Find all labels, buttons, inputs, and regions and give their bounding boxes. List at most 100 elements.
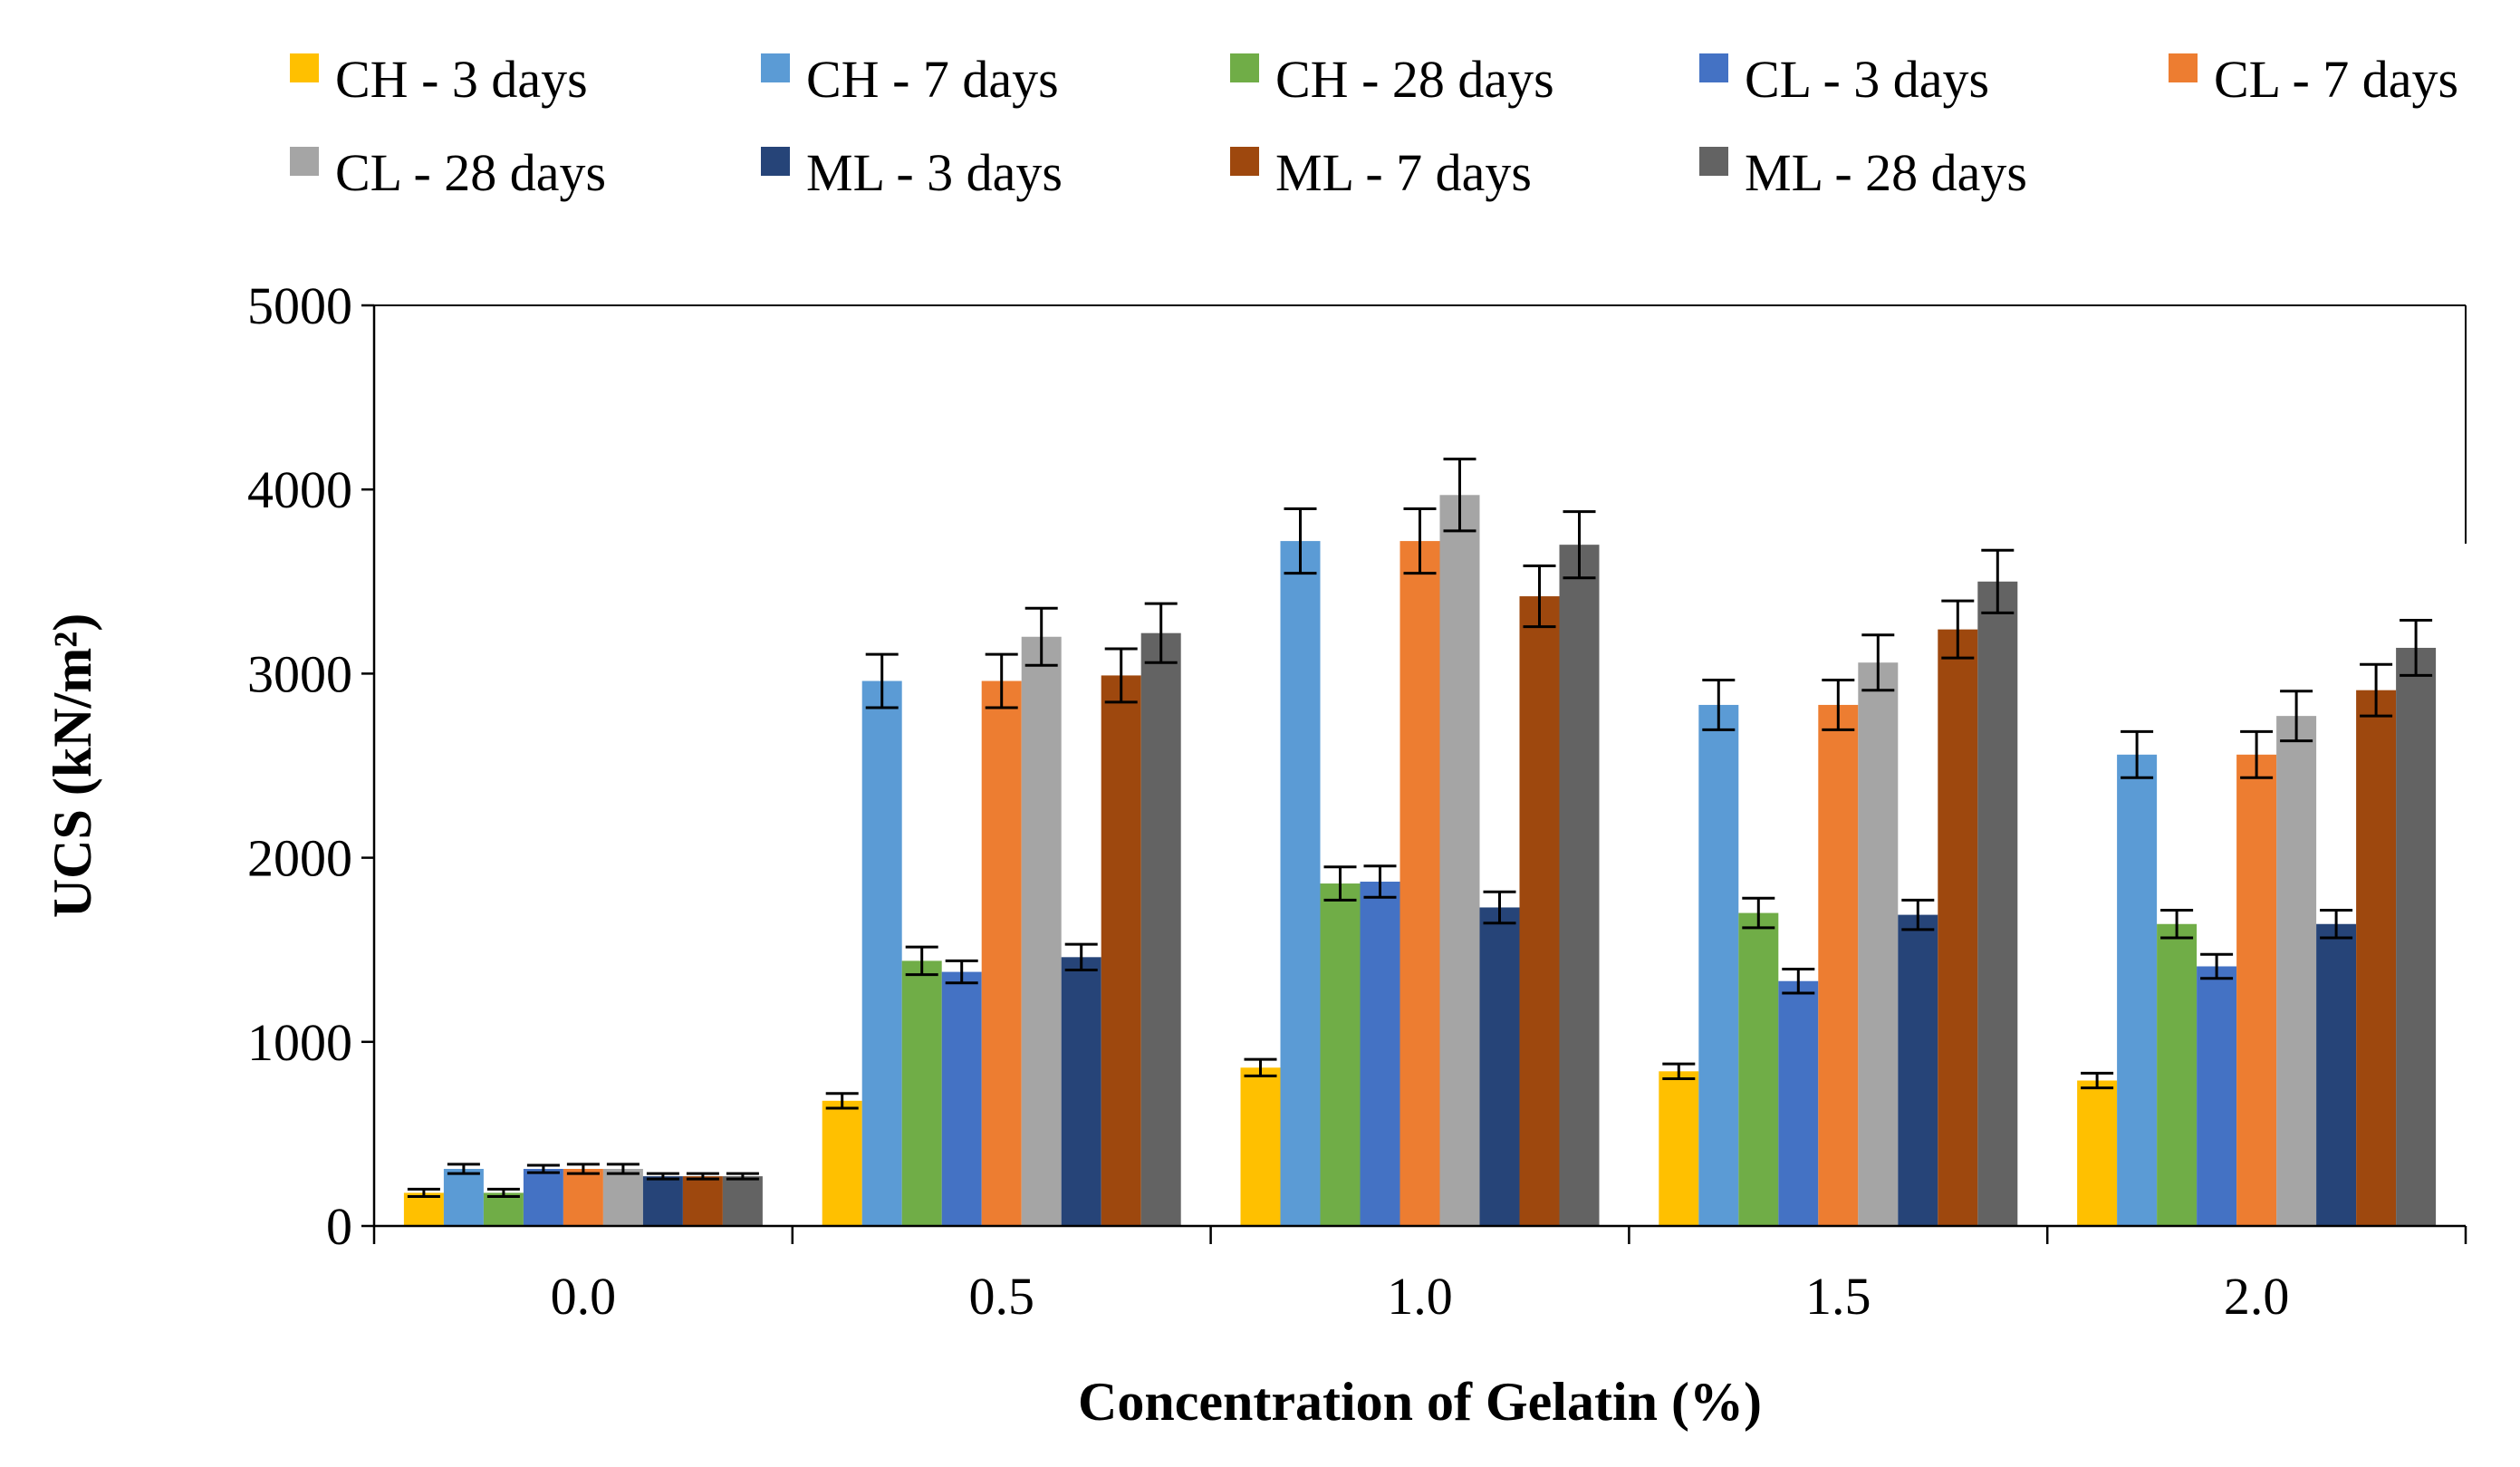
error-bar [1782, 968, 1815, 995]
y-tick-label: 4000 [247, 460, 352, 519]
bar [941, 971, 982, 1226]
error-bar [566, 1163, 600, 1175]
axes: 0 1000 2000 3000 4000 5000 0.0 0.5 1.0 1.5 2.0 [247, 276, 2467, 1326]
bar [602, 1169, 643, 1226]
error-bar [1244, 1057, 1277, 1077]
legend-swatch [290, 147, 319, 176]
legend-swatch [1699, 147, 1728, 176]
bar [563, 1169, 603, 1226]
bar [981, 680, 1022, 1226]
x-tick-label: 1.5 [1805, 1267, 1871, 1326]
bar [1280, 541, 1321, 1226]
y-tick-label: 5000 [247, 276, 352, 335]
bar [523, 1169, 563, 1226]
bar [2396, 647, 2437, 1226]
legend-swatch [1230, 147, 1259, 176]
legend-label: ML - 28 days [1745, 143, 2027, 202]
bar [1738, 912, 1779, 1226]
y-tick-label: 1000 [247, 1013, 352, 1072]
error-bar [2320, 909, 2353, 940]
error-bar [1064, 942, 1098, 972]
error-bar [825, 1092, 859, 1110]
error-bar [1662, 1062, 1696, 1080]
legend-label: CL - 28 days [335, 143, 606, 202]
legend-item: CL - 28 days [290, 143, 606, 202]
y-axis-title: UCS (kN/m²) [43, 613, 102, 918]
bar [1061, 957, 1101, 1226]
error-bar [1523, 565, 1556, 629]
legend-label: CL - 3 days [1745, 50, 1989, 109]
bar [822, 1100, 862, 1226]
error-bar [1483, 890, 1516, 925]
bar [403, 1192, 444, 1226]
error-bar [1144, 602, 1178, 664]
error-bar [1104, 647, 1138, 704]
bar [2236, 754, 2277, 1226]
x-tick-label: 0.0 [551, 1267, 617, 1326]
legend-item: ML - 28 days [1699, 143, 2027, 202]
bar [1938, 629, 1978, 1226]
error-bar [1323, 865, 1357, 902]
bar [2316, 923, 2357, 1226]
bar [1977, 581, 2018, 1226]
error-bar [1822, 679, 1855, 731]
legend-swatch [1699, 53, 1728, 82]
legend-label: ML - 7 days [1275, 143, 1532, 202]
bar [2197, 966, 2237, 1226]
legend-item: ML - 3 days [761, 143, 1063, 202]
error-bar [1024, 606, 1058, 667]
bar [1519, 596, 1560, 1226]
bar [1559, 545, 1600, 1226]
bar [861, 680, 902, 1226]
error-bar [526, 1163, 560, 1174]
bar [2356, 690, 2397, 1226]
bar [2276, 716, 2317, 1226]
x-axis-title: Concentration of Gelatin (%) [1078, 1372, 1762, 1432]
error-bar [1981, 548, 2015, 614]
bar [722, 1176, 763, 1226]
error-bar [1363, 864, 1397, 899]
legend-item: CH - 28 days [1230, 50, 1554, 109]
bar [1101, 675, 1141, 1226]
bar [1140, 632, 1181, 1226]
bar [1659, 1071, 1699, 1226]
bar [1778, 980, 1819, 1226]
bar [1439, 495, 1480, 1226]
x-tick-label: 2.0 [2224, 1267, 2290, 1326]
bar [1320, 883, 1361, 1226]
bar [1360, 882, 1400, 1226]
legend-swatch [761, 147, 790, 176]
bar [1698, 704, 1739, 1226]
y-tick-label: 0 [326, 1197, 352, 1256]
error-bar [407, 1187, 440, 1198]
error-bar [1403, 507, 1437, 575]
error-bar [1284, 507, 1317, 575]
error-bar [447, 1163, 480, 1175]
error-bar [1901, 898, 1935, 931]
bar [443, 1169, 484, 1226]
error-bar [1861, 633, 1895, 692]
error-bar [945, 959, 978, 985]
error-bar [2240, 729, 2274, 779]
legend-swatch [2169, 53, 2198, 82]
bar [642, 1176, 683, 1226]
error-bar [2280, 690, 2313, 743]
bar [1858, 662, 1899, 1226]
error-bar [1941, 599, 1975, 660]
error-bar [646, 1172, 679, 1181]
legend-swatch [761, 53, 790, 82]
bar [901, 960, 942, 1226]
legend-label: CH - 28 days [1275, 50, 1554, 109]
bar [1479, 907, 1520, 1226]
bar [1021, 636, 1062, 1226]
legend-label: CH - 3 days [335, 50, 588, 109]
bar [2157, 923, 2198, 1226]
plot-area [403, 458, 2437, 1226]
x-tick-label: 0.5 [968, 1267, 1034, 1326]
error-bar [686, 1172, 719, 1181]
error-bar [486, 1187, 520, 1198]
error-bar [2081, 1071, 2114, 1090]
legend-label: CH - 7 days [806, 50, 1059, 109]
error-bar [1443, 458, 1476, 533]
